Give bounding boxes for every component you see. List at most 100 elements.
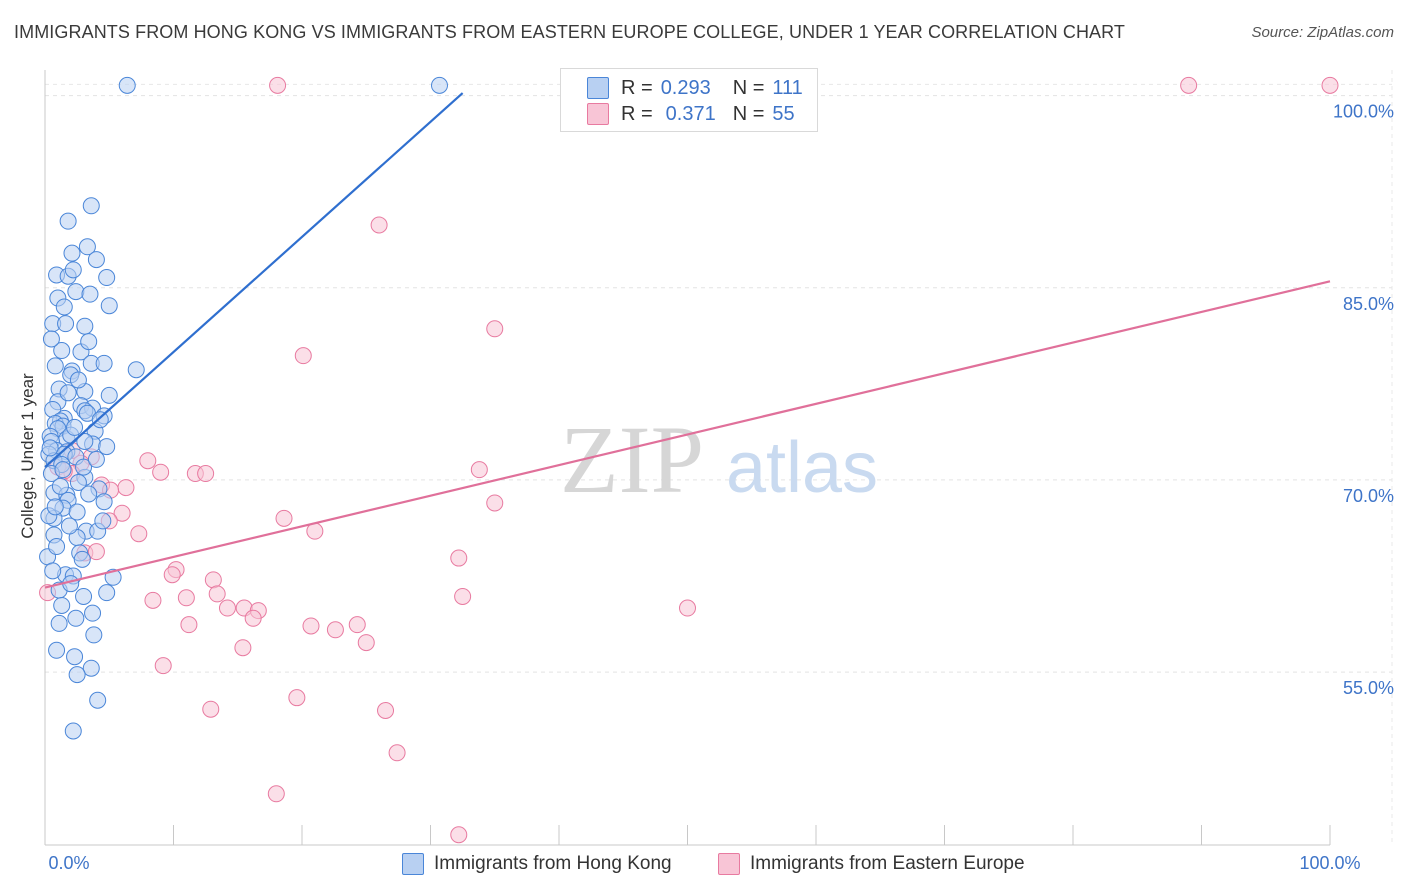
data-point (64, 722, 82, 740)
data-point (48, 641, 66, 659)
data-point (100, 386, 118, 404)
series-swatch-eastern-europe (718, 853, 740, 875)
series-legend-hong-kong: Immigrants from Hong Kong (402, 850, 672, 878)
data-point (89, 691, 107, 709)
data-point (48, 538, 66, 556)
data-point (244, 609, 262, 627)
data-point (75, 458, 93, 476)
data-point (59, 384, 77, 402)
data-point (64, 261, 82, 279)
data-point (69, 473, 87, 491)
series-label-hong-kong: Immigrants from Hong Kong (434, 853, 672, 874)
legend-n-value: 111 (772, 76, 803, 99)
trend-line (44, 280, 1331, 589)
data-point (388, 744, 406, 762)
legend-swatch-hong-kong (587, 77, 609, 99)
data-point (82, 659, 100, 677)
data-point (267, 785, 285, 803)
data-point (152, 463, 170, 481)
data-point (288, 689, 306, 707)
data-point (302, 617, 320, 635)
data-point (46, 357, 64, 375)
legend-r-label: R = (621, 76, 653, 99)
data-point (450, 549, 468, 567)
data-point (41, 439, 59, 457)
data-point (177, 589, 195, 607)
data-point (377, 701, 395, 719)
tick-labels: 0.0% 100.0% 100.0% 85.0% 70.0% 55.0% (48, 102, 1394, 873)
data-point (1321, 76, 1339, 94)
trend-line (44, 92, 464, 468)
correlation-legend: R = 0.293 N = 111 R = 0.371 N = 55 (560, 68, 818, 132)
data-point (269, 76, 287, 94)
data-point (450, 826, 468, 844)
data-point (59, 212, 77, 230)
data-point (67, 609, 85, 627)
data-point (91, 411, 109, 429)
data-point (117, 479, 135, 497)
data-point (197, 465, 215, 483)
data-point (50, 614, 68, 632)
data-point (430, 76, 448, 94)
data-point (154, 657, 172, 675)
data-point (60, 517, 78, 535)
data-point (66, 648, 84, 666)
data-point (76, 432, 94, 450)
data-point (68, 503, 86, 521)
data-point (139, 452, 157, 470)
legend-r-label: R = (621, 102, 653, 125)
legend-r-value: 0.371 (665, 102, 716, 125)
legend-row-hong-kong: R = 0.293 N = 111 (587, 75, 803, 101)
legend-swatch-eastern-europe (587, 103, 609, 125)
data-point (202, 700, 220, 718)
chart-title: IMMIGRANTS FROM HONG KONG VS IMMIGRANTS … (14, 22, 1126, 42)
data-point (68, 666, 86, 684)
data-point (82, 197, 100, 215)
data-point (118, 76, 136, 94)
data-point (94, 512, 112, 530)
y-tick-label: 70.0% (1343, 486, 1394, 506)
data-point (42, 330, 60, 348)
data-point (87, 543, 105, 561)
y-tick-label: 85.0% (1343, 294, 1394, 314)
x-tick-label: 100.0% (1299, 853, 1360, 873)
data-point (85, 626, 103, 644)
y-tick-label: 55.0% (1343, 678, 1394, 698)
source-label: Source: ZipAtlas.com (1251, 24, 1394, 41)
data-point (46, 498, 64, 516)
data-point (208, 585, 226, 603)
data-point (98, 269, 116, 287)
series-label-eastern-europe: Immigrants from Eastern Europe (750, 853, 1025, 874)
data-point (486, 320, 504, 338)
series-hong-kong-points (39, 76, 448, 740)
data-point (370, 216, 388, 234)
data-point (78, 238, 96, 256)
watermark-atlas: atlas (726, 428, 878, 508)
data-point (84, 604, 102, 622)
legend-row-eastern-europe: R = 0.371 N = 55 (587, 101, 795, 127)
data-point (73, 550, 91, 568)
data-point (100, 297, 118, 315)
data-point (63, 244, 81, 262)
series-swatch-hong-kong (402, 853, 424, 875)
data-point (144, 591, 162, 609)
data-point (357, 634, 375, 652)
data-point (44, 562, 62, 580)
data-point (294, 347, 312, 365)
data-point (53, 342, 71, 360)
data-point (67, 283, 85, 301)
data-point (326, 621, 344, 639)
data-point (1180, 76, 1198, 94)
data-point (76, 317, 94, 335)
watermark: ZIP atlas (560, 406, 878, 513)
data-point (275, 509, 293, 527)
data-point (180, 616, 198, 634)
data-point (53, 596, 71, 614)
data-point (87, 450, 105, 468)
data-point (80, 485, 98, 503)
data-point (66, 418, 84, 436)
data-point (95, 493, 113, 511)
data-point (127, 361, 145, 379)
data-point (113, 504, 131, 522)
